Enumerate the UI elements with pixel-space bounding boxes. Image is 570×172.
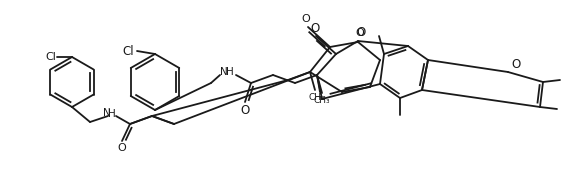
Text: Cl: Cl [122,45,134,57]
Text: Cl: Cl [46,52,56,62]
Text: H: H [226,67,234,77]
Text: O: O [356,25,365,39]
Text: O: O [117,143,127,153]
Text: O: O [356,28,364,38]
Text: N: N [220,67,228,77]
Text: H: H [108,109,116,119]
Text: CH₃: CH₃ [314,95,330,105]
Text: CH₃: CH₃ [309,93,325,101]
Text: O: O [311,22,320,35]
Text: O: O [241,104,250,116]
Text: N: N [103,108,111,118]
Text: O: O [511,57,520,71]
Text: O: O [302,14,311,24]
